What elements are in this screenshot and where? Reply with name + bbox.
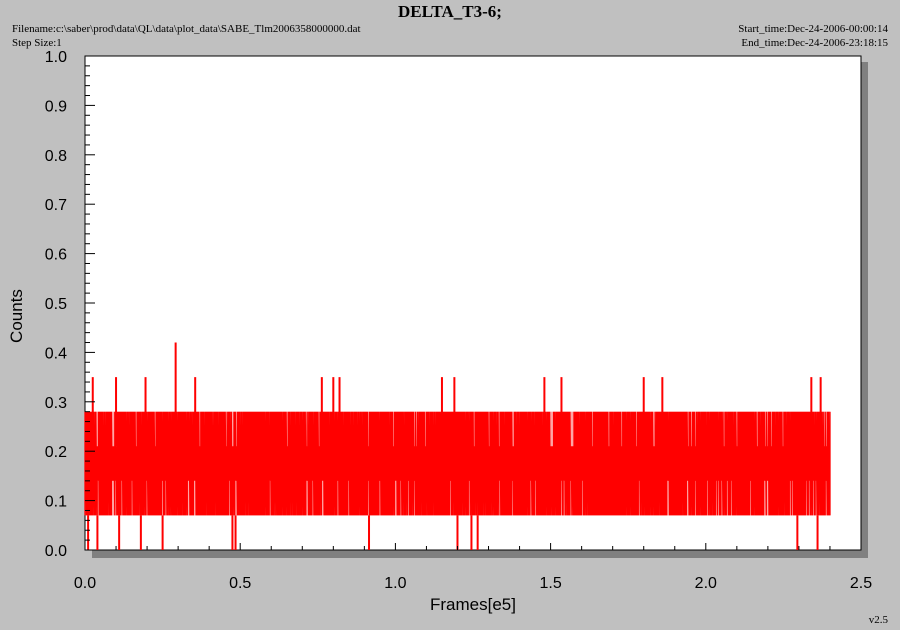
series-layer xyxy=(84,342,831,550)
y-tick-label: 0.7 xyxy=(45,197,67,214)
x-tick-label: 1.0 xyxy=(384,575,406,592)
y-tick-label: 0.8 xyxy=(45,148,67,165)
y-tick-label: 0.4 xyxy=(45,345,67,362)
y-axis-label: Counts xyxy=(7,289,26,343)
y-tick-label: 0.5 xyxy=(45,296,67,313)
y-tick-label: 0.9 xyxy=(45,98,67,115)
x-tick-label: 2.0 xyxy=(695,575,717,592)
y-tick-label: 0.1 xyxy=(45,494,67,511)
x-axis-label: Frames[e5] xyxy=(430,595,516,614)
end-time-label: End_time:Dec-24-2006-23:18:15 xyxy=(741,37,888,49)
axes-layer: 0.0 0.1 0.2 0.3 0.4 0.5 0.6 0.7 0.8 0.9 1.0 0.0 0.5 1… xyxy=(45,49,872,592)
x-tick-label: 1.5 xyxy=(539,575,561,592)
x-tick-label: 0.5 xyxy=(229,575,251,592)
version-label: v2.5 xyxy=(868,614,888,626)
x-tick-label: 2.5 xyxy=(850,575,872,592)
x-tick-label: 0.0 xyxy=(74,575,96,592)
step-size-label: Step Size:1 xyxy=(12,37,62,49)
series-band xyxy=(85,411,830,516)
chart-title: DELTA_T3-6; xyxy=(398,2,502,21)
y-tick-label: 0.2 xyxy=(45,444,67,461)
series-line xyxy=(84,411,831,516)
y-tick-label: 0.3 xyxy=(45,395,67,412)
start-time-label: Start_time:Dec-24-2006-00:00:14 xyxy=(738,23,888,35)
y-tick-label: 1.0 xyxy=(45,49,67,66)
y-tick-label: 0.0 xyxy=(45,543,67,560)
filename-label: Filename:c:\saber\prod\data\QL\data\plot… xyxy=(12,23,361,35)
y-tick-label: 0.6 xyxy=(45,247,67,264)
